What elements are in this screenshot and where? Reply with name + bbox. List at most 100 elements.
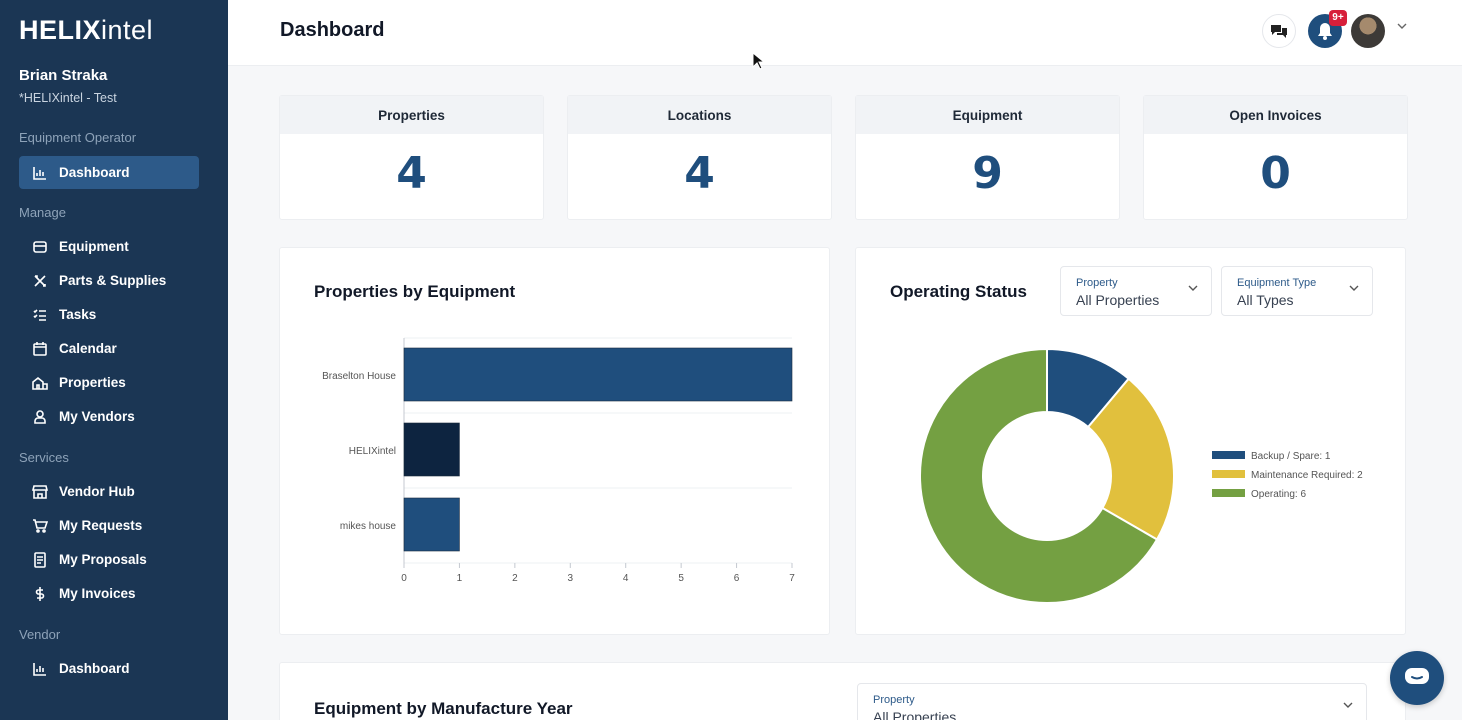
x-tick-label: 7 (789, 573, 795, 584)
person-icon (31, 408, 49, 426)
user-organization: *HELIXintel - Test (19, 91, 117, 105)
stat-card-equipment[interactable]: Equipment 9 (855, 95, 1120, 220)
select-label: Property (873, 694, 915, 706)
sidebar-item-my-vendors[interactable]: My Vendors (19, 400, 199, 433)
x-tick-label: 6 (734, 573, 740, 584)
category-label: Braselton House (322, 371, 396, 382)
section-equipment-operator: Equipment Operator (19, 130, 137, 145)
chevron-down-icon (1343, 702, 1353, 708)
panel-title: Equipment by Manufacture Year (314, 699, 573, 718)
select-value: All Properties (1076, 292, 1160, 308)
sidebar-item-properties[interactable]: Properties (19, 366, 199, 399)
category-label: mikes house (340, 521, 397, 532)
stat-card-open-invoices[interactable]: Open Invoices 0 (1143, 95, 1408, 220)
donut-slice (919, 347, 1159, 604)
stat-value: 4 (396, 148, 427, 199)
chevron-down-icon (1188, 285, 1198, 291)
stat-card-properties[interactable]: Properties 4 (279, 95, 544, 220)
sidebar-item-my-proposals[interactable]: My Proposals (19, 543, 199, 576)
top-header: Dashboard 9+ (228, 0, 1462, 66)
properties-by-equipment-panel: Properties by Equipment Braselton House H… (279, 247, 830, 635)
select-label: Equipment Type (1237, 277, 1317, 289)
cart-icon (31, 517, 49, 535)
chevron-down-icon (1349, 285, 1359, 291)
checklist-icon (31, 306, 49, 324)
sidebar-item-label: My Requests (59, 518, 143, 533)
sidebar-item-label: Calendar (59, 341, 117, 356)
sidebar-item-calendar[interactable]: Calendar (19, 332, 199, 365)
notifications-button[interactable] (1308, 14, 1342, 48)
sidebar-item-label: My Proposals (59, 552, 147, 567)
sidebar-item-my-requests[interactable]: My Requests (19, 509, 199, 542)
legend-label: Maintenance Required: 2 (1251, 470, 1363, 481)
sidebar-item-label: Dashboard (59, 165, 130, 180)
avatar[interactable] (1351, 14, 1385, 48)
stat-label: Properties (280, 96, 543, 134)
equipment-type-filter-select[interactable]: Equipment Type All Types (1221, 266, 1373, 316)
page-title: Dashboard (280, 19, 385, 41)
x-tick-label: 4 (623, 573, 629, 584)
bar-chart-icon (31, 164, 49, 182)
select-label: Property (1076, 277, 1118, 289)
category-label: HELIXintel (349, 446, 396, 457)
chat-bubbles-icon (1271, 25, 1287, 38)
properties-bar-chart: Braselton House HELIXintel mikes house 0 1 2 3… (322, 337, 795, 584)
stat-label: Locations (568, 96, 831, 134)
sidebar-item-label: Tasks (59, 307, 97, 322)
sidebar-item-equipment[interactable]: Equipment (19, 230, 199, 263)
bar-chart-icon (31, 660, 49, 678)
operating-status-panel: Operating Status Property All Properties… (855, 247, 1406, 635)
x-tick-label: 0 (401, 573, 407, 584)
section-manage: Manage (19, 205, 66, 220)
tools-icon (31, 272, 49, 290)
stat-card-locations[interactable]: Locations 4 (567, 95, 832, 220)
sidebar-item-label: Dashboard (59, 661, 130, 676)
box-icon (31, 238, 49, 256)
mouse-cursor-icon (752, 52, 764, 70)
support-chat-button[interactable] (1390, 651, 1444, 705)
section-services: Services (19, 450, 69, 465)
section-vendor: Vendor (19, 627, 61, 642)
bell-icon (1318, 23, 1332, 40)
sidebar-item-my-invoices[interactable]: My Invoices (19, 577, 199, 610)
buildings-icon (31, 374, 49, 392)
select-value: All Properties (873, 709, 957, 720)
sidebar-item-label: Equipment (59, 239, 129, 254)
stat-value: 9 (972, 148, 1003, 199)
sidebar-item-tasks[interactable]: Tasks (19, 298, 199, 331)
bar (403, 422, 460, 477)
store-icon (31, 483, 49, 501)
chat-bubble-icon (1405, 668, 1429, 684)
calendar-icon (31, 340, 49, 358)
sidebar-item-dashboard[interactable]: Dashboard (19, 156, 199, 189)
sidebar-item-vendor-dashboard[interactable]: Dashboard (19, 652, 199, 685)
legend-swatch (1212, 451, 1245, 459)
property-filter-select[interactable]: Property All Properties (1060, 266, 1212, 316)
stat-value: 4 (684, 148, 715, 199)
chevron-down-icon[interactable] (1397, 22, 1407, 30)
sidebar-item-parts-supplies[interactable]: Parts & Supplies (19, 264, 199, 297)
donut-slice (1086, 377, 1175, 541)
sidebar-item-label: My Invoices (59, 586, 136, 601)
sidebar-item-vendor-hub[interactable]: Vendor Hub (19, 475, 199, 508)
sidebar-item-label: Properties (59, 375, 126, 390)
operating-status-donut-chart: Backup / Spare: 1 Maintenance Required: 2… (919, 347, 1363, 604)
helixintel-logo[interactable]: HELIXintel (19, 15, 154, 45)
document-icon (31, 551, 49, 569)
notification-count-badge: 9+ (1329, 10, 1347, 26)
x-tick-label: 2 (512, 573, 518, 584)
stat-label: Open Invoices (1144, 96, 1407, 134)
panel-title: Operating Status (890, 282, 1027, 301)
select-value: All Types (1237, 292, 1294, 308)
sidebar-item-label: Parts & Supplies (59, 273, 167, 288)
panel-title: Properties by Equipment (314, 282, 516, 301)
sidebar-item-label: Vendor Hub (59, 484, 135, 499)
x-tick-label: 5 (678, 573, 684, 584)
manufacture-property-filter-select[interactable]: Property All Properties (857, 683, 1367, 720)
sidebar-item-label: My Vendors (59, 409, 135, 424)
manufacture-year-panel: Equipment by Manufacture Year Property A… (279, 662, 1406, 720)
legend-label: Operating: 6 (1251, 489, 1306, 500)
bar (403, 347, 793, 402)
messages-button[interactable] (1262, 14, 1296, 48)
stat-value: 0 (1260, 148, 1291, 199)
